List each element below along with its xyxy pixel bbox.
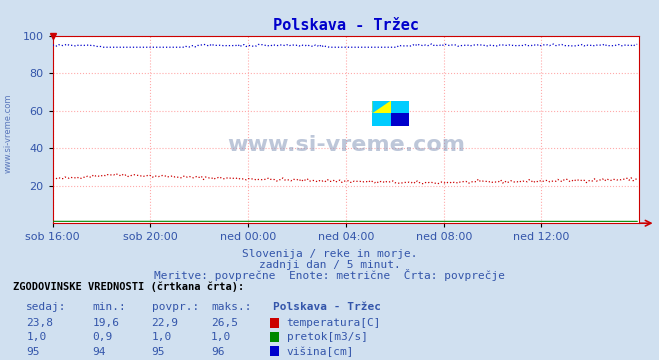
Text: 23,8: 23,8 (26, 318, 53, 328)
Text: 96: 96 (211, 347, 224, 357)
Text: Polskava - Tržec: Polskava - Tržec (273, 302, 382, 312)
Text: pretok[m3/s]: pretok[m3/s] (287, 332, 368, 342)
Bar (391, 100, 409, 113)
Text: 26,5: 26,5 (211, 318, 238, 328)
Text: min.:: min.: (92, 302, 126, 312)
Text: zadnji dan / 5 minut.: zadnji dan / 5 minut. (258, 260, 401, 270)
Bar (372, 100, 391, 113)
Text: 94: 94 (92, 347, 105, 357)
Text: maks.:: maks.: (211, 302, 251, 312)
Text: Slovenija / reke in morje.: Slovenija / reke in morje. (242, 249, 417, 260)
Text: ZGODOVINSKE VREDNOSTI (črtkana črta):: ZGODOVINSKE VREDNOSTI (črtkana črta): (13, 281, 244, 292)
Text: 22,9: 22,9 (152, 318, 179, 328)
Text: 1,0: 1,0 (26, 332, 47, 342)
Title: Polskava - Tržec: Polskava - Tržec (273, 18, 419, 33)
Text: 1,0: 1,0 (152, 332, 172, 342)
PathPatch shape (372, 100, 391, 113)
Text: www.si-vreme.com: www.si-vreme.com (3, 94, 13, 173)
Text: www.si-vreme.com: www.si-vreme.com (227, 135, 465, 154)
Text: 95: 95 (26, 347, 40, 357)
Text: 19,6: 19,6 (92, 318, 119, 328)
Text: višina[cm]: višina[cm] (287, 346, 354, 357)
Text: 0,9: 0,9 (92, 332, 113, 342)
Bar (372, 113, 391, 126)
Bar (391, 113, 409, 126)
Text: 95: 95 (152, 347, 165, 357)
Text: Meritve: povprečne  Enote: metrične  Črta: povprečje: Meritve: povprečne Enote: metrične Črta:… (154, 269, 505, 281)
Text: povpr.:: povpr.: (152, 302, 199, 312)
Text: temperatura[C]: temperatura[C] (287, 318, 381, 328)
Text: 1,0: 1,0 (211, 332, 231, 342)
Text: sedaj:: sedaj: (26, 302, 67, 312)
